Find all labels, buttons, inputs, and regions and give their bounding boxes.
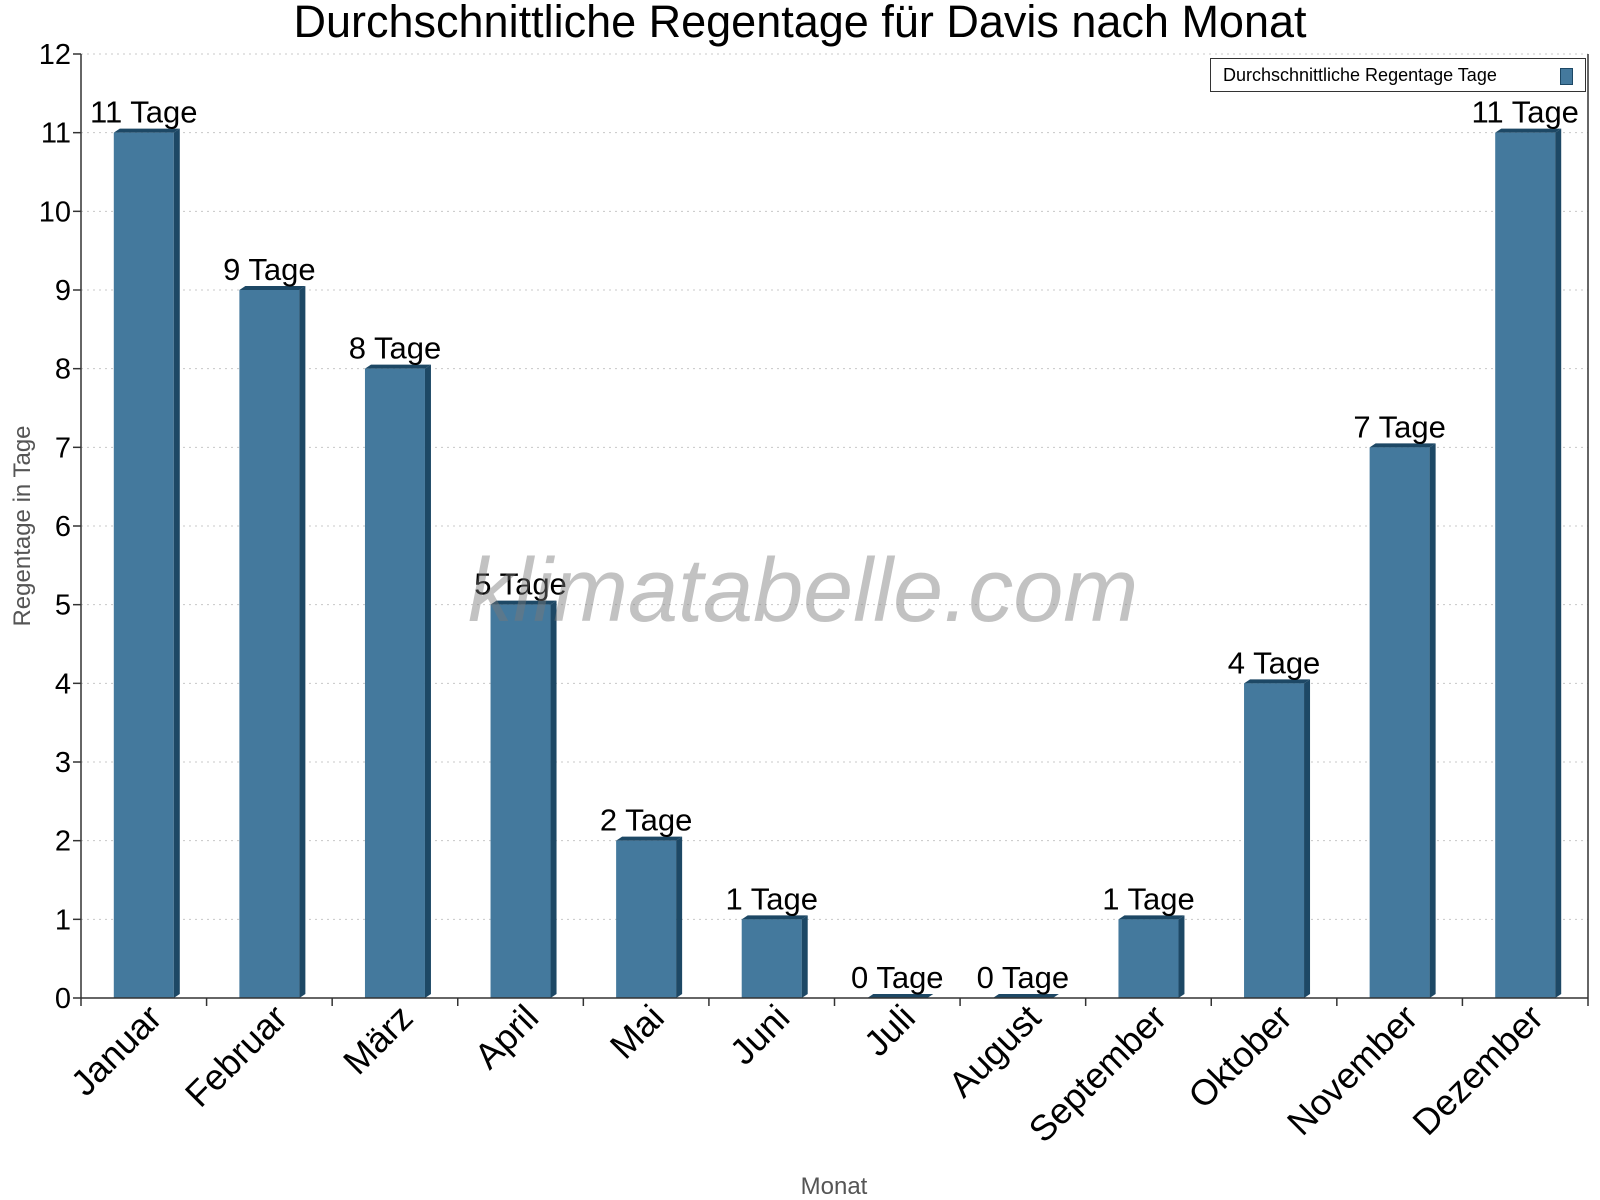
legend: Durchschnittliche Regentage Tage — [1210, 58, 1586, 92]
bar-side — [299, 286, 306, 998]
data-label: 4 Tage — [1228, 645, 1321, 680]
grid-lines — [81, 53, 1588, 920]
x-tick-label: August — [940, 997, 1048, 1105]
y-tick-label: 1 — [55, 904, 71, 936]
x-tick-label: Dezember — [1404, 997, 1550, 1143]
y-tick-label: 12 — [39, 39, 71, 71]
data-label: 1 Tage — [725, 881, 818, 916]
data-label: 11 Tage — [90, 95, 197, 130]
bars — [113, 128, 1562, 999]
y-tick-label: 4 — [55, 668, 71, 700]
y-tick-label: 6 — [55, 511, 71, 543]
y-tick-label: 3 — [55, 747, 71, 779]
bar-side — [801, 915, 808, 998]
bar — [1244, 683, 1305, 998]
y-tick-label: 7 — [55, 432, 71, 464]
y-tick-label: 5 — [55, 590, 71, 622]
bar-top — [113, 128, 180, 133]
bar-top — [616, 836, 683, 841]
data-label: 9 Tage — [223, 252, 316, 287]
bar-top — [1244, 679, 1311, 684]
bar-side — [550, 600, 557, 998]
data-label: 8 Tage — [349, 331, 442, 366]
bar — [741, 919, 802, 998]
x-tick-label: Juni — [722, 997, 798, 1073]
bar-side — [676, 836, 683, 998]
x-tick-label: November — [1279, 997, 1425, 1143]
bar — [1369, 447, 1430, 998]
bar — [490, 604, 551, 998]
x-tick-label: September — [1021, 997, 1175, 1151]
x-tick-label: Juli — [856, 997, 923, 1064]
data-label: 7 Tage — [1353, 409, 1446, 444]
bar-side — [1555, 128, 1562, 998]
watermark: klimatabelle.com — [468, 541, 1139, 641]
bar-top — [741, 915, 808, 920]
y-tick-label: 0 — [55, 983, 71, 1015]
data-label: 1 Tage — [1102, 881, 1195, 916]
x-tick-label: Mai — [602, 997, 672, 1067]
bar — [239, 290, 300, 998]
bar-side — [1429, 443, 1436, 998]
bar-top — [239, 286, 306, 290]
bar-top — [1369, 443, 1436, 448]
x-axis-title: Monat — [801, 1173, 868, 1200]
bar-side — [173, 128, 180, 998]
data-label: 11 Tage — [1471, 95, 1578, 130]
x-tick-label: Januar — [63, 997, 170, 1104]
y-tick-label: 11 — [41, 118, 71, 150]
bar-top — [992, 994, 1059, 998]
legend-swatch — [1560, 68, 1573, 85]
x-tick-label: März — [335, 997, 421, 1083]
data-label: 0 Tage — [851, 960, 944, 995]
y-tick-label: 9 — [55, 275, 71, 307]
bar-side — [1178, 915, 1185, 998]
chart-title: Durchschnittliche Regentage für Davis na… — [293, 0, 1307, 47]
bar — [1495, 132, 1556, 998]
bar — [616, 840, 677, 998]
axes — [73, 53, 1589, 1006]
bar — [113, 132, 174, 998]
bar-side — [424, 364, 431, 999]
bar-top — [364, 364, 431, 369]
x-tick-label: April — [466, 997, 546, 1077]
bar-top — [867, 994, 934, 998]
data-label: 5 Tage — [474, 567, 567, 602]
bar-top — [490, 600, 557, 605]
y-tick-label: 2 — [55, 826, 71, 858]
y-tick-label: 10 — [39, 196, 71, 228]
bar-top — [1495, 128, 1562, 133]
x-tick-label: Februar — [177, 997, 295, 1115]
bar — [364, 368, 425, 999]
y-tick-label: 8 — [55, 354, 71, 386]
data-label: 2 Tage — [600, 803, 693, 838]
bar-side — [1304, 679, 1311, 998]
bar — [1118, 919, 1179, 998]
x-tick-label: Oktober — [1180, 997, 1300, 1117]
y-axis-title: Regentage in Tage — [9, 425, 36, 626]
data-label: 0 Tage — [977, 960, 1070, 995]
legend-label: Durchschnittliche Regentage Tage — [1223, 65, 1497, 85]
bar-top — [1118, 915, 1185, 920]
